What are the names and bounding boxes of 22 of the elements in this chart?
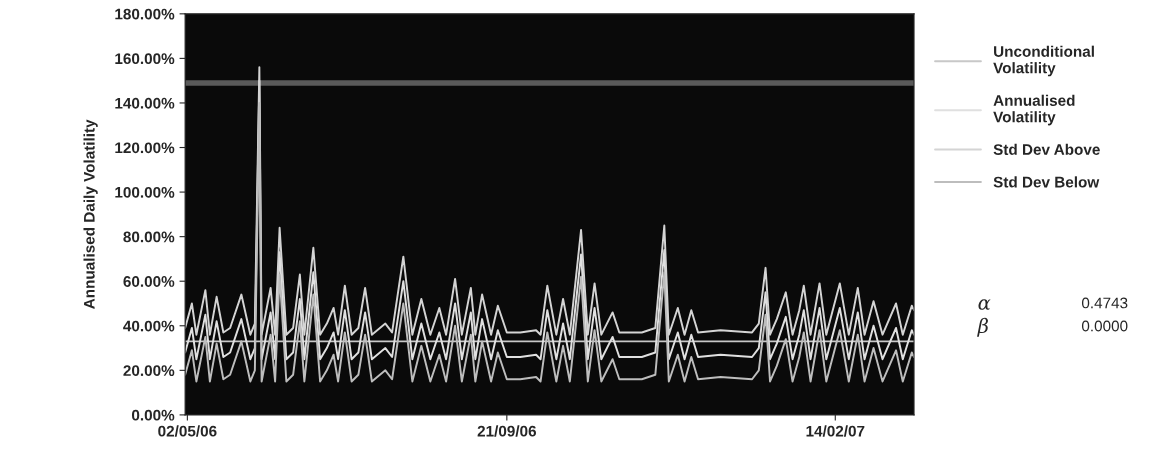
text: 0.0000 (1081, 320, 1128, 332)
y-tick-label: 60.00% (123, 276, 175, 287)
y-tick-label: 0.00% (131, 409, 175, 421)
text: α (978, 299, 991, 310)
legend-label: Annualised Volatility (993, 94, 1075, 126)
y-tick-label: 20.00% (123, 365, 175, 377)
y-tick-label: 100.00% (115, 186, 175, 198)
text: β (977, 317, 988, 337)
legend-label: Unconditional Volatility (993, 45, 1094, 77)
y-tick-label: 120.00% (115, 142, 175, 154)
legend-label: Std Dev Below (993, 176, 1100, 188)
y-axis-title: Annualised Daily Volatility (83, 119, 98, 309)
y-tick-label: 80.00% (123, 231, 175, 243)
x-tick-label: 21/09/06 (477, 425, 537, 437)
x-tick-label: 02/05/06 (158, 425, 217, 437)
y-tick-label: 140.00% (115, 97, 175, 109)
legend-label: Std Dev Above (993, 143, 1100, 155)
text: 0.4743 (1081, 297, 1128, 309)
y-tick-label: 40.00% (123, 320, 175, 332)
y-tick-label: 180.00% (115, 8, 175, 20)
y-tick-label: 160.00% (115, 53, 175, 65)
x-tick-label: 14/02/07 (806, 425, 865, 437)
